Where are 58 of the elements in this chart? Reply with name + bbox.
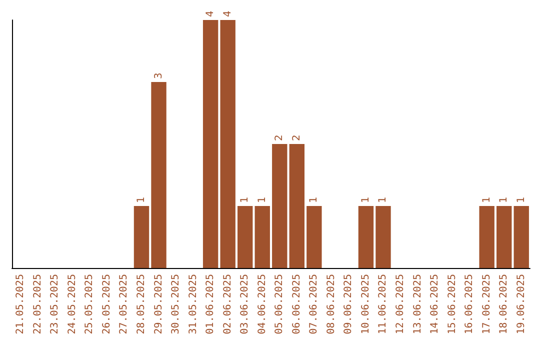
data-label: 1	[360, 196, 372, 203]
data-label: 1	[498, 196, 510, 203]
x-tick-label: 09.06.2025	[343, 274, 354, 334]
x-tick-label: 01.06.2025	[205, 274, 216, 334]
x-tick-label: 22.05.2025	[32, 274, 44, 334]
bar	[272, 144, 288, 268]
x-tick-label: 21.05.2025	[15, 274, 26, 334]
x-tick-label: 14.06.2025	[430, 274, 441, 334]
data-label: 3	[153, 72, 164, 79]
x-tick-label: 25.05.2025	[84, 274, 96, 334]
bar	[496, 206, 512, 268]
x-tick-label: 12.06.2025	[395, 274, 406, 334]
x-tick-label: 03.06.2025	[240, 274, 251, 334]
x-tick-label: 08.06.2025	[326, 274, 337, 334]
bar	[376, 206, 391, 268]
x-tick-label: 24.05.2025	[66, 274, 78, 334]
bar	[479, 206, 494, 268]
x-tick-label: 06.06.2025	[291, 274, 302, 334]
bar	[202, 20, 218, 268]
x-tick-label: 04.06.2025	[256, 274, 268, 334]
bar	[134, 206, 150, 268]
bar	[151, 82, 166, 268]
bar	[358, 206, 374, 268]
data-label: 2	[291, 134, 302, 141]
x-tick-label: 16.06.2025	[464, 274, 476, 334]
x-tick-label: 11.06.2025	[378, 274, 389, 334]
x-tick-label: 23.05.2025	[50, 274, 61, 334]
x-tick-label: 28.05.2025	[136, 274, 147, 334]
x-tick-label: 18.06.2025	[498, 274, 510, 334]
x-tick-label: 13.06.2025	[412, 274, 424, 334]
bar	[254, 206, 270, 268]
x-tick-label: 07.06.2025	[308, 274, 320, 334]
x-tick-label: 10.06.2025	[360, 274, 372, 334]
data-label: 1	[481, 196, 492, 203]
x-tick-label: 30.05.2025	[170, 274, 182, 334]
data-label: 1	[516, 196, 527, 203]
data-label: 4	[222, 10, 234, 17]
bar	[289, 144, 304, 268]
x-tick-label: 15.06.2025	[446, 274, 458, 334]
data-label: 1	[378, 196, 389, 203]
bar	[514, 206, 529, 268]
x-tick-label: 29.05.2025	[153, 274, 164, 334]
bar	[220, 20, 236, 268]
x-tick-label: 17.06.2025	[481, 274, 492, 334]
x-tick-label: 05.06.2025	[274, 274, 286, 334]
data-label: 1	[256, 196, 268, 203]
bar	[306, 206, 322, 268]
data-label: 1	[240, 196, 251, 203]
x-tick-label: 19.06.2025	[516, 274, 527, 334]
x-tick-label: 26.05.2025	[101, 274, 112, 334]
x-tick-label: 02.06.2025	[222, 274, 234, 334]
x-tick-label: 27.05.2025	[118, 274, 130, 334]
data-label: 1	[308, 196, 320, 203]
bar	[238, 206, 253, 268]
data-label: 2	[274, 134, 286, 141]
x-tick-label: 31.05.2025	[188, 274, 199, 334]
data-label: 1	[136, 196, 147, 203]
data-label: 4	[205, 10, 216, 17]
